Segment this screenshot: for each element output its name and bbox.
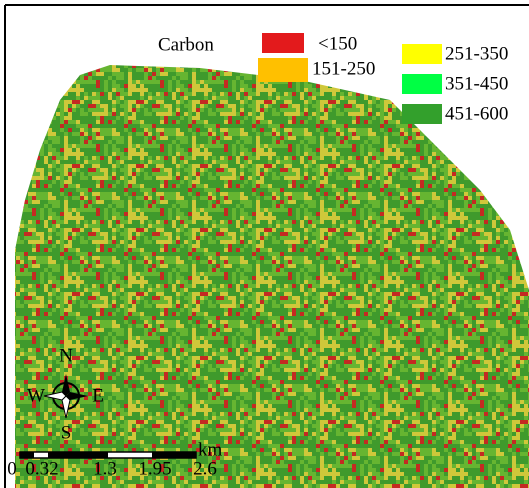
- scale-unit: km: [198, 439, 223, 460]
- legend-label: 151-250: [312, 58, 375, 79]
- compass-e: E: [92, 385, 104, 406]
- map-figure: Carbon <150151-250251-350351-450451-600 …: [0, 0, 529, 488]
- legend-label: <150: [318, 33, 357, 54]
- legend-label: 251-350: [445, 43, 508, 64]
- scale-label: 1.3: [93, 458, 117, 479]
- compass-n: N: [59, 345, 73, 366]
- legend-swatch: [402, 74, 442, 94]
- scale-label: 2.6: [193, 458, 217, 479]
- legend-swatch: [402, 104, 442, 124]
- scale-label: 1.95: [138, 458, 171, 479]
- legend-label: 351-450: [445, 73, 508, 94]
- legend-swatch: [258, 58, 308, 82]
- legend-title: Carbon: [158, 34, 214, 55]
- scale-label: 0: [7, 458, 17, 479]
- compass-w: W: [27, 385, 45, 406]
- legend-label: 451-600: [445, 103, 508, 124]
- scale-bar-segment: [152, 452, 196, 458]
- compass-s: S: [61, 422, 72, 443]
- legend-swatch: [262, 33, 304, 53]
- legend-swatch: [402, 44, 442, 64]
- scale-bar-segment: [20, 452, 34, 458]
- scale-bar-segment: [48, 452, 108, 458]
- scale-label: 0.32: [25, 458, 58, 479]
